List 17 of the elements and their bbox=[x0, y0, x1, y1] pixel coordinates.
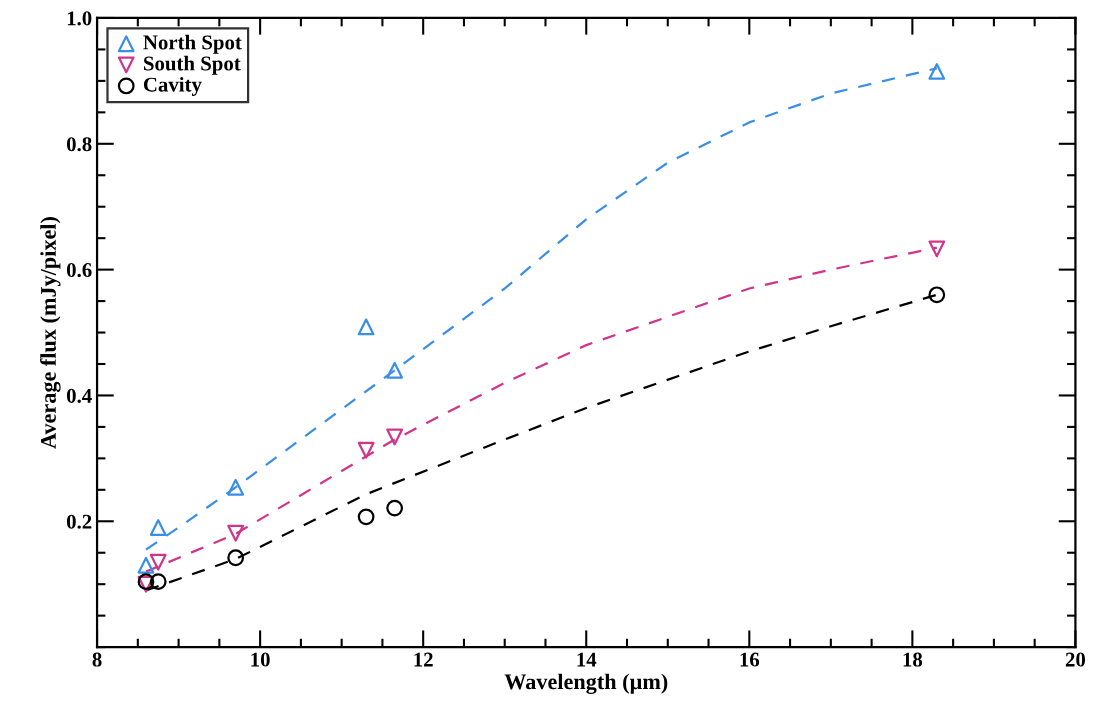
x-tick-label: 8 bbox=[92, 652, 102, 667]
y-tick-label: 1.0 bbox=[67, 11, 92, 26]
x-tick-label: 14 bbox=[577, 652, 597, 667]
y-tick-label: 0.4 bbox=[66, 388, 92, 403]
y-axis-title: Average flux (mJy/pixel) bbox=[40, 217, 61, 449]
y-tick-label: 0.8 bbox=[66, 137, 92, 152]
x-tick-label: 12 bbox=[414, 652, 433, 667]
y-tick-label: 0.6 bbox=[66, 263, 92, 278]
x-tick-label: 18 bbox=[903, 652, 923, 667]
x-tick-label: 10 bbox=[251, 652, 270, 667]
x-tick-label: 16 bbox=[740, 652, 760, 667]
legend-label: Cavity bbox=[143, 76, 202, 96]
legend-label: South Spot bbox=[144, 55, 241, 75]
y-tick-label: 0.2 bbox=[66, 514, 92, 529]
legend-label: North Spot bbox=[143, 34, 242, 54]
x-tick-label: 20 bbox=[1065, 652, 1086, 667]
x-axis-title: Wavelength (µm) bbox=[504, 673, 668, 694]
